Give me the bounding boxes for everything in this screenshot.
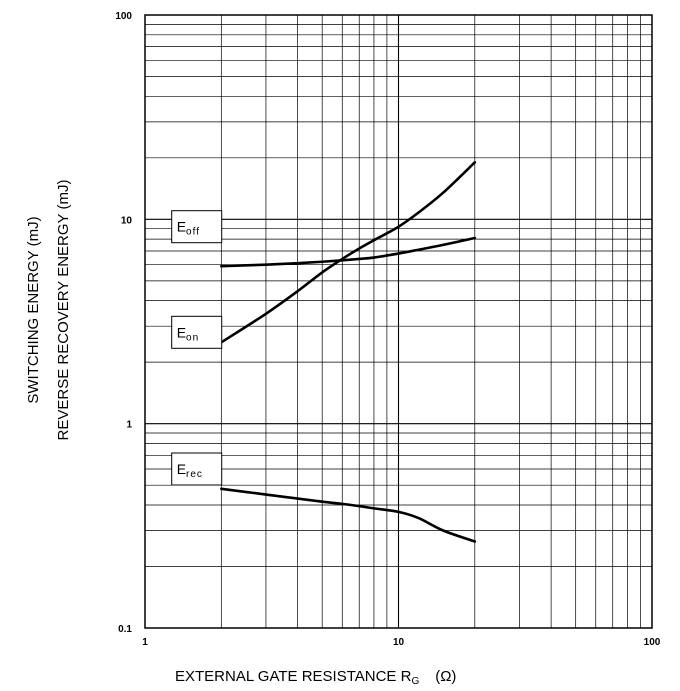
- y-tick-label: 0.1: [118, 624, 132, 635]
- series-line-e-off: [220, 236, 477, 268]
- series-line-e-rec: [220, 487, 477, 543]
- plot-frame: [144, 14, 653, 629]
- x-tick-label: 10: [393, 637, 405, 648]
- y-axis-title-line2: REVERSE RECOVERY ENERGY (mJ): [55, 180, 72, 441]
- x-axis-title-unit: (Ω): [435, 668, 456, 685]
- series-line-e-on: [220, 161, 477, 344]
- y-tick-label: 1: [126, 420, 132, 431]
- series-label-box: [171, 452, 223, 486]
- series-label-text: Erec: [177, 461, 203, 480]
- y-tick-label: 10: [121, 215, 133, 226]
- series-label-text: Eon: [177, 324, 199, 343]
- grid-lines: [145, 15, 652, 628]
- series-labels: Eoff Eon Erec: [171, 210, 223, 486]
- x-tick-label: 100: [644, 637, 661, 648]
- series-label-e-rec: Erec: [171, 452, 223, 486]
- series-label-box: [171, 210, 223, 244]
- series-label-box: [171, 315, 223, 349]
- series-label-e-off: Eoff: [171, 210, 223, 244]
- tick-labels: 1 10 100 0.1 1 10 100: [115, 11, 660, 648]
- x-axis-title-main: EXTERNAL GATE RESISTANCE R: [175, 668, 412, 685]
- x-axis-title-sub: G: [411, 676, 419, 687]
- series-label-e-on: Eon: [171, 315, 223, 349]
- x-axis-title: EXTERNAL GATE RESISTANCE RG (Ω): [175, 668, 456, 687]
- curves: [220, 161, 477, 543]
- y-tick-label: 100: [115, 11, 132, 22]
- series-label-text: Eoff: [177, 219, 200, 238]
- x-tick-label: 1: [142, 637, 148, 648]
- y-axis-title-line1: SWITCHING ENERGY (mJ): [25, 216, 42, 403]
